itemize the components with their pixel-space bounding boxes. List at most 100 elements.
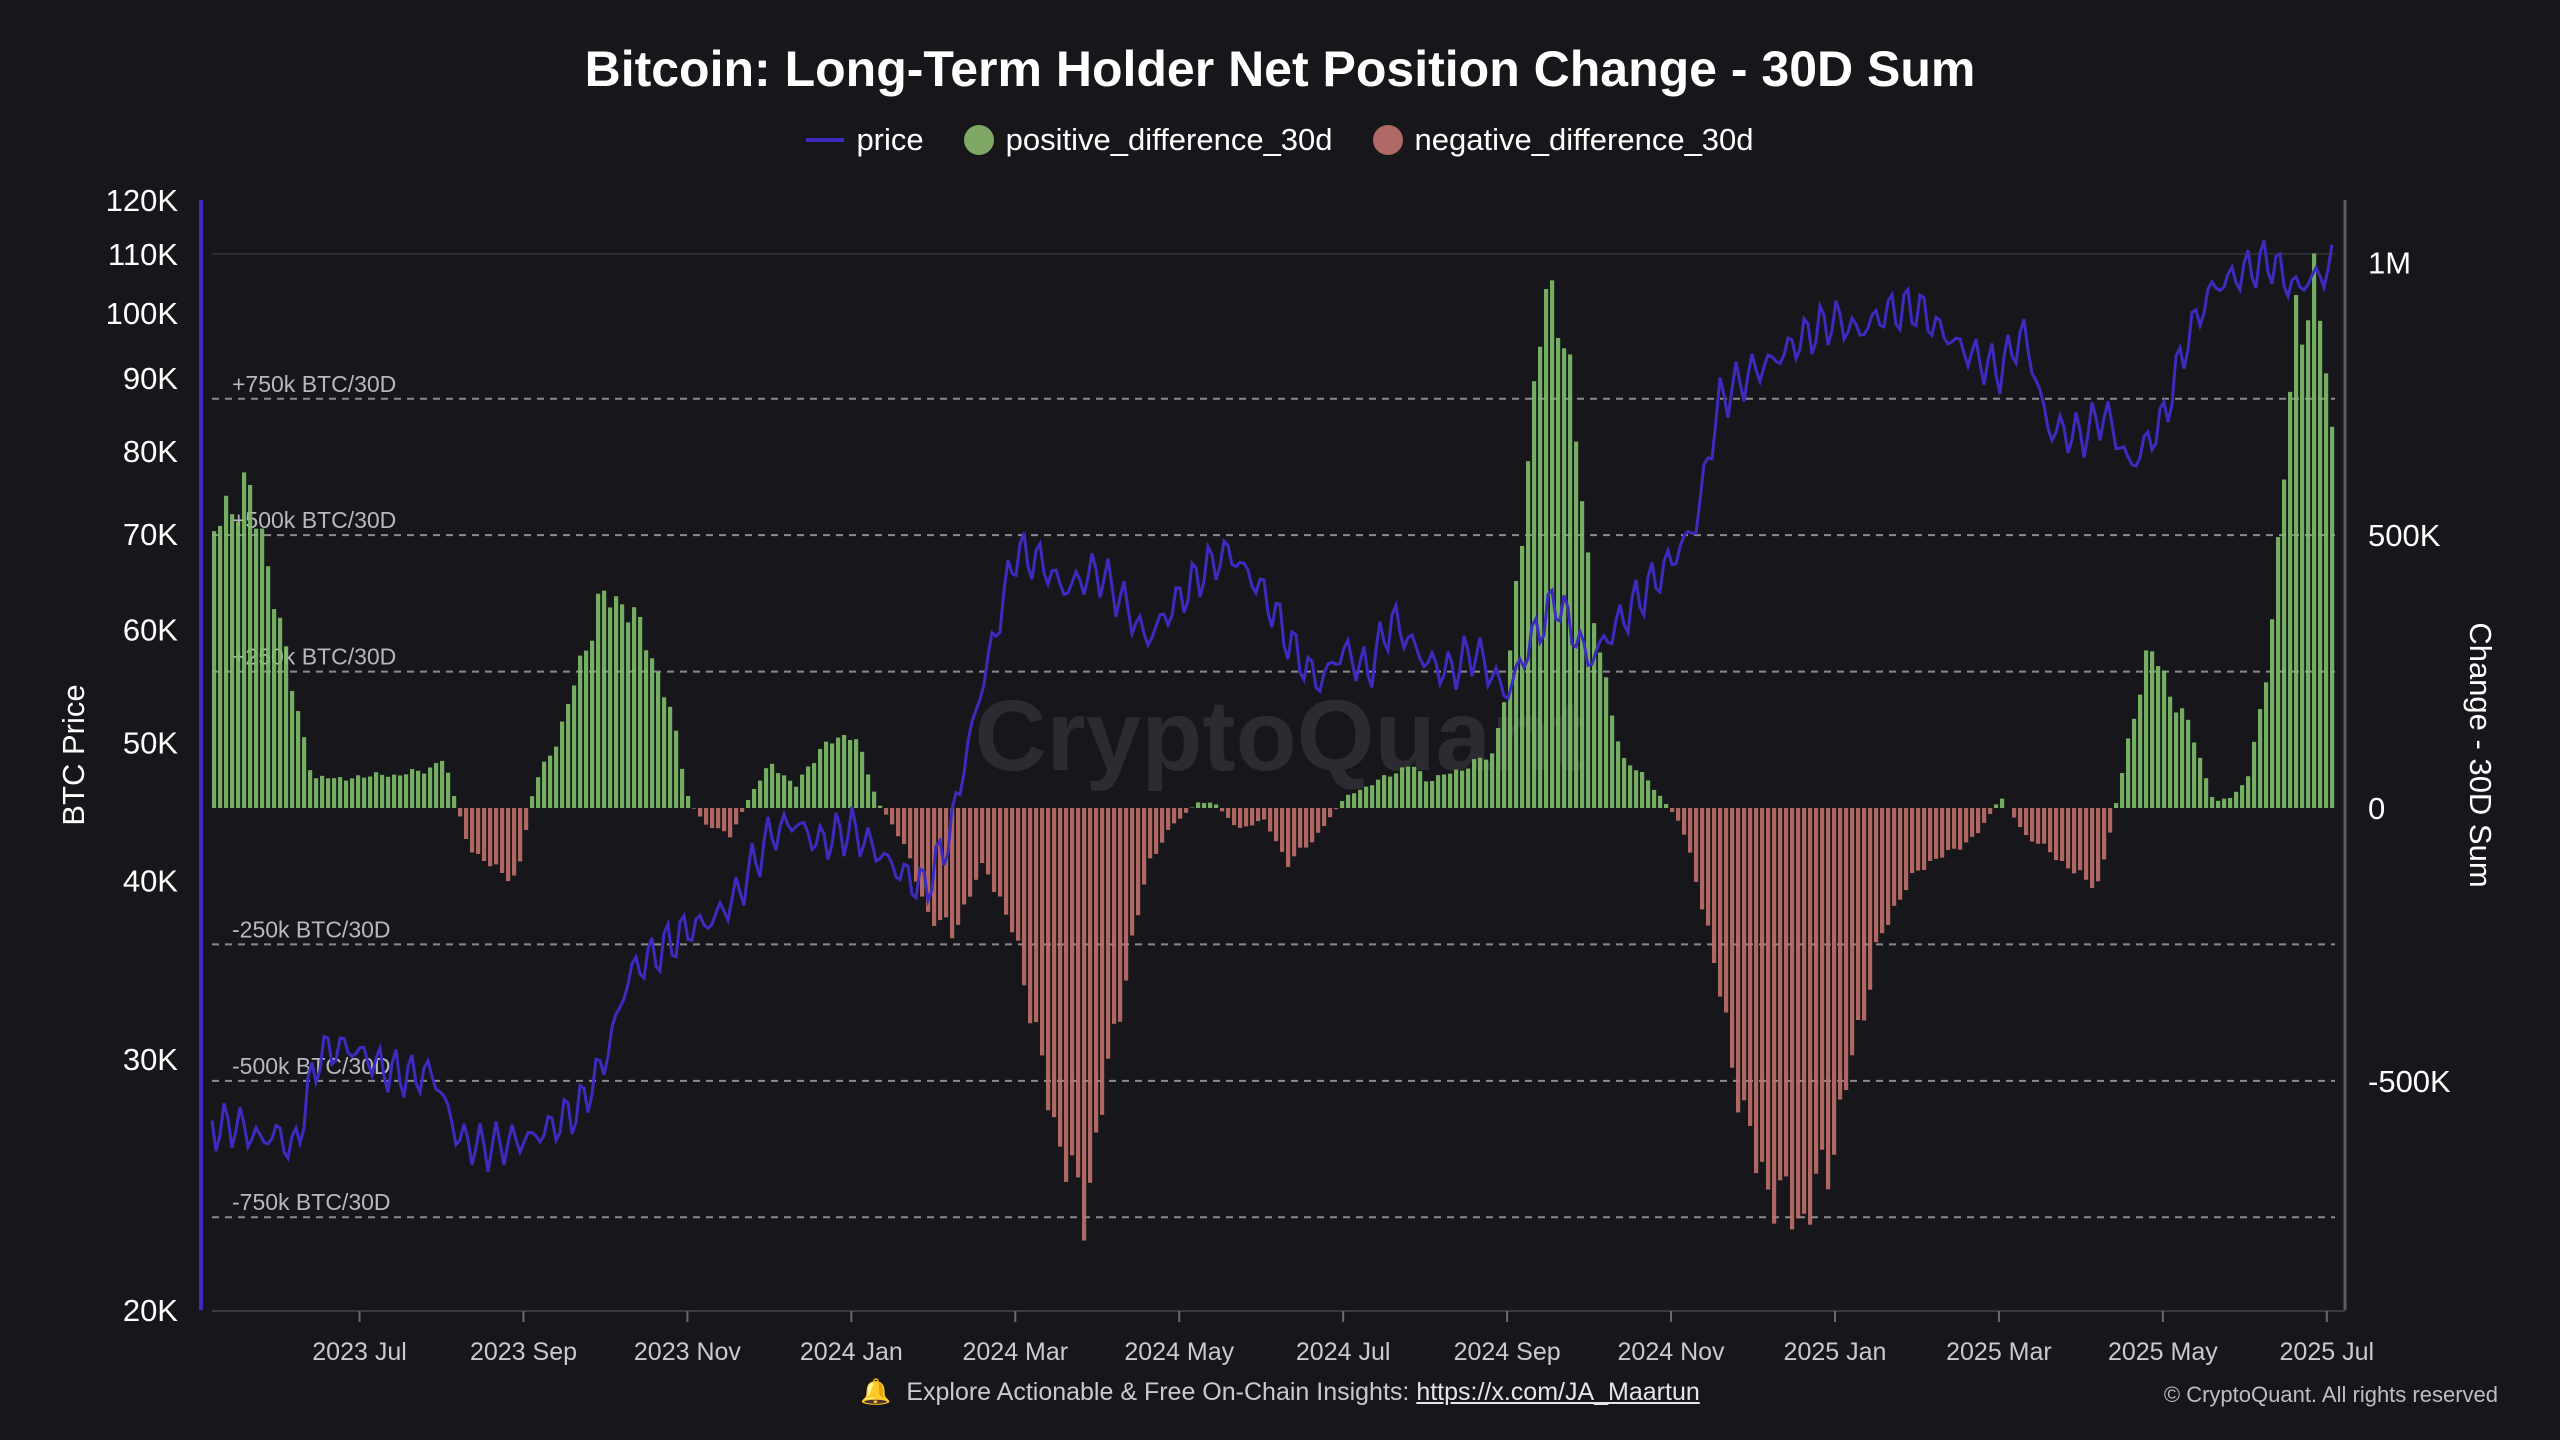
negative-bar — [2066, 808, 2071, 869]
legend-swatch-negative — [1372, 125, 1403, 155]
negative-bar — [1130, 808, 1135, 936]
negative-bar — [1670, 808, 1675, 812]
negative-bar — [1016, 808, 1021, 941]
x-tick-label: 2024 Nov — [1618, 1338, 1726, 1366]
positive-bar — [602, 590, 607, 808]
negative-bar — [1136, 808, 1141, 916]
positive-bar — [410, 769, 415, 808]
positive-bar — [2282, 479, 2287, 808]
positive-bar — [1502, 702, 1507, 808]
negative-bar — [1310, 808, 1315, 843]
positive-bar — [446, 772, 451, 808]
positive-bar — [266, 566, 271, 808]
footer-link[interactable]: https://x.com/JA_Maartun — [1416, 1378, 1700, 1406]
positive-bar — [1358, 789, 1363, 808]
negative-bar — [1814, 808, 1819, 1174]
positive-bar — [2120, 773, 2125, 808]
negative-bar — [1802, 808, 1807, 1214]
positive-bar — [398, 775, 403, 808]
negative-bar — [1292, 808, 1297, 857]
negative-bar — [506, 808, 511, 882]
negative-bar — [1784, 808, 1789, 1177]
positive-bar — [854, 739, 859, 808]
positive-bar — [566, 703, 571, 808]
negative-bar — [2084, 808, 2089, 880]
left-tick-label: 60K — [123, 612, 178, 647]
negative-bar — [1118, 808, 1123, 1022]
positive-bar — [542, 761, 547, 808]
left-tick-label: 110K — [108, 237, 178, 272]
positive-bar — [842, 735, 847, 808]
positive-bar — [212, 531, 217, 808]
legend-item-negative[interactable]: negative_difference_30d — [1372, 122, 1754, 158]
positive-bar — [284, 646, 289, 808]
positive-bar — [752, 788, 757, 808]
positive-bar — [1628, 765, 1633, 808]
positive-bar — [440, 760, 445, 808]
negative-bar — [1916, 808, 1921, 871]
positive-bar — [1466, 768, 1471, 808]
negative-bar — [974, 808, 979, 880]
negative-bar — [1754, 808, 1759, 1174]
negative-bar — [482, 808, 487, 862]
reference-line-label: +250k BTC/30D — [232, 644, 396, 670]
positive-bar — [404, 774, 409, 808]
positive-bar — [584, 650, 589, 808]
positive-bar — [1406, 766, 1411, 808]
x-tick-label: 2024 Jan — [800, 1338, 903, 1366]
negative-bar — [1952, 808, 1957, 849]
positive-bar — [326, 778, 331, 808]
positive-bar — [848, 740, 853, 808]
positive-bar — [638, 616, 643, 808]
positive-bar — [2216, 800, 2221, 808]
left-tick-label: 40K — [123, 864, 178, 899]
negative-bar — [2054, 808, 2059, 861]
chart-title: Bitcoin: Long-Term Holder Net Position C… — [584, 41, 1976, 97]
negative-bar — [1766, 808, 1771, 1190]
negative-bar — [2090, 808, 2095, 888]
positive-bar — [290, 690, 295, 808]
negative-bar — [1106, 808, 1111, 1059]
positive-bar — [278, 617, 283, 808]
negative-bar — [1010, 808, 1015, 933]
positive-bar — [1376, 779, 1381, 808]
legend-item-price[interactable]: price — [806, 122, 924, 158]
right-tick-label: 0 — [2368, 791, 2385, 826]
positive-bar — [2210, 797, 2215, 808]
negative-bar — [2018, 808, 2023, 828]
positive-bar — [1214, 804, 1219, 808]
positive-bar — [1508, 650, 1513, 808]
positive-bar — [800, 774, 805, 808]
positive-bar — [248, 484, 253, 808]
positive-bar — [2156, 666, 2161, 808]
positive-bar — [1436, 775, 1441, 808]
legend-item-positive[interactable]: positive_difference_30d — [963, 122, 1333, 158]
positive-bar — [2186, 719, 2191, 808]
positive-bar — [230, 514, 235, 808]
negative-bar — [2048, 808, 2053, 853]
negative-bar — [2060, 808, 2065, 861]
negative-bar — [458, 808, 463, 817]
negative-bar — [1898, 808, 1903, 900]
x-tick-label: 2023 Sep — [470, 1338, 577, 1366]
positive-bar — [656, 671, 661, 808]
positive-bar — [776, 773, 781, 808]
negative-bar — [1256, 808, 1261, 822]
positive-bar — [2234, 791, 2239, 808]
positive-bar — [2144, 650, 2149, 808]
positive-bar — [1490, 753, 1495, 808]
negative-bar — [1826, 808, 1831, 1190]
positive-bar — [1544, 288, 1549, 808]
positive-bar — [1394, 773, 1399, 808]
positive-bar — [2198, 757, 2203, 808]
negative-bar — [1748, 808, 1753, 1126]
negative-bar — [902, 808, 907, 845]
negative-bar — [1700, 808, 1705, 910]
negative-bar — [1934, 808, 1939, 859]
positive-bar — [1580, 501, 1585, 808]
positive-bar — [434, 763, 439, 808]
right-tick-label: -500K — [2368, 1064, 2451, 1099]
negative-bar — [1820, 808, 1825, 1150]
reference-line-label: +500k BTC/30D — [232, 507, 396, 533]
